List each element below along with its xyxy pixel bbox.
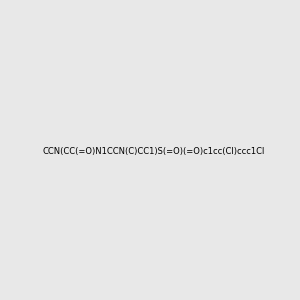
Text: CCN(CC(=O)N1CCN(C)CC1)S(=O)(=O)c1cc(Cl)ccc1Cl: CCN(CC(=O)N1CCN(C)CC1)S(=O)(=O)c1cc(Cl)c… <box>43 147 265 156</box>
